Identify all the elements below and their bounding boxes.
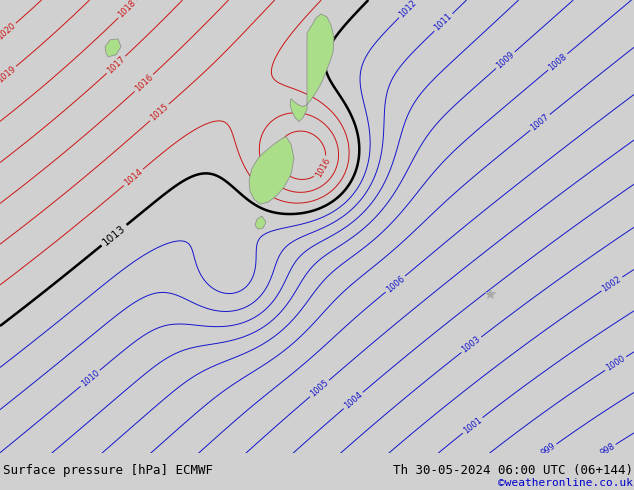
Text: 1010: 1010 bbox=[79, 368, 101, 389]
Text: 998: 998 bbox=[598, 442, 616, 458]
Text: Surface pressure [hPa] ECMWF: Surface pressure [hPa] ECMWF bbox=[3, 464, 213, 477]
Text: 1004: 1004 bbox=[342, 390, 364, 411]
Text: 1012: 1012 bbox=[398, 0, 418, 20]
Text: Th 30-05-2024 06:00 UTC (06+144): Th 30-05-2024 06:00 UTC (06+144) bbox=[392, 464, 633, 477]
Text: 1009: 1009 bbox=[495, 50, 516, 71]
Text: 1016: 1016 bbox=[133, 73, 155, 94]
Text: 1014: 1014 bbox=[122, 167, 145, 188]
Polygon shape bbox=[255, 216, 266, 229]
Text: 1015: 1015 bbox=[256, 159, 274, 182]
Polygon shape bbox=[290, 14, 334, 122]
Polygon shape bbox=[105, 39, 121, 57]
Text: 1008: 1008 bbox=[547, 51, 569, 72]
Text: 1019: 1019 bbox=[0, 64, 17, 84]
Text: 1020: 1020 bbox=[0, 21, 17, 42]
Text: 1013: 1013 bbox=[101, 223, 127, 247]
Text: 1015: 1015 bbox=[148, 102, 171, 123]
Text: 999: 999 bbox=[540, 441, 557, 458]
Text: 1001: 1001 bbox=[462, 416, 484, 436]
Text: 1016: 1016 bbox=[314, 156, 332, 179]
Text: 1017: 1017 bbox=[105, 54, 127, 75]
Text: 1011: 1011 bbox=[433, 12, 454, 33]
Text: 1005: 1005 bbox=[309, 378, 330, 399]
Text: 1000: 1000 bbox=[604, 354, 627, 373]
Text: ©weatheronline.co.uk: ©weatheronline.co.uk bbox=[498, 478, 633, 488]
Text: 1003: 1003 bbox=[460, 335, 482, 355]
Text: 1002: 1002 bbox=[600, 274, 623, 294]
Text: 1018: 1018 bbox=[117, 0, 138, 20]
Text: 1007: 1007 bbox=[529, 112, 551, 133]
Text: 1006: 1006 bbox=[384, 274, 406, 294]
Polygon shape bbox=[249, 137, 294, 204]
